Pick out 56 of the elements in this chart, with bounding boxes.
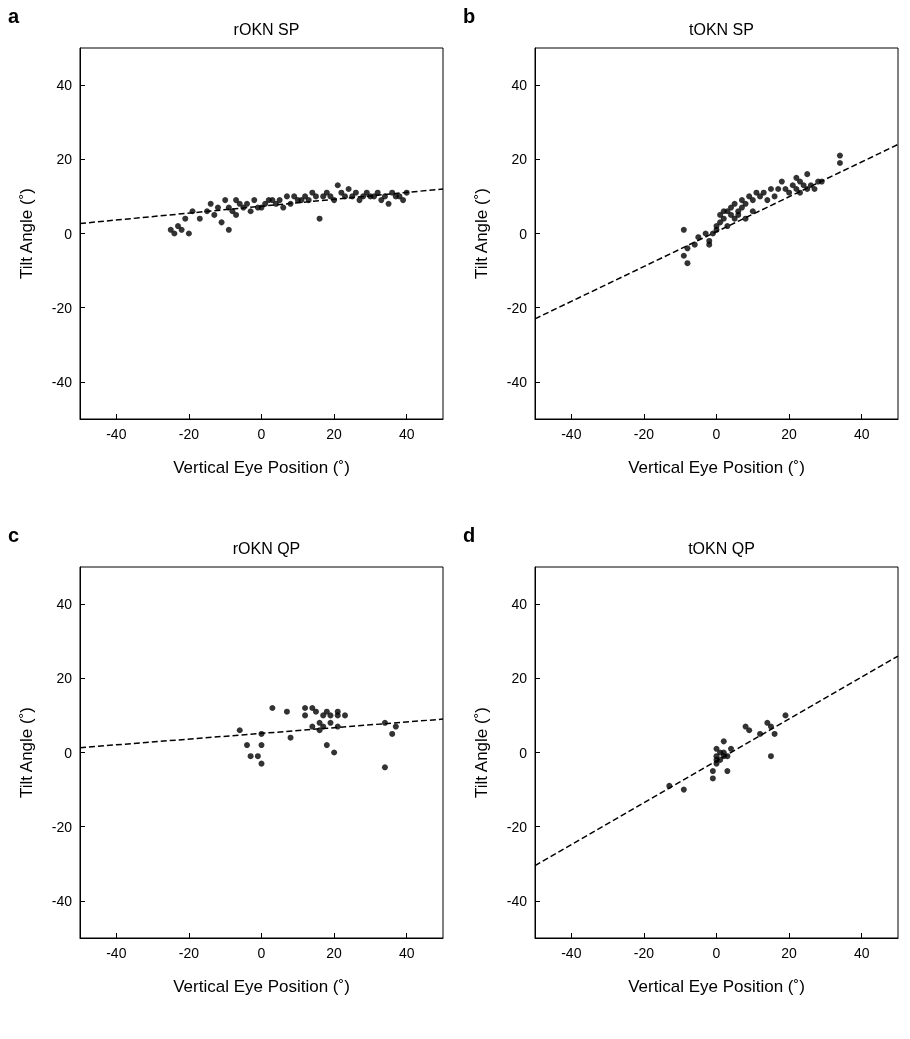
x-axis-title: Vertical Eye Position (˚) <box>173 977 350 996</box>
text: b <box>463 5 476 27</box>
y-tick-label: 40 <box>56 596 73 613</box>
chart-title: tOKN SP <box>689 20 754 38</box>
x-tick-label: -40 <box>561 426 582 442</box>
y-tick-label: -40 <box>51 892 73 909</box>
chart-title: rOKN SP <box>233 20 300 38</box>
x-tick-label: 20 <box>326 945 343 961</box>
x-axis-title: Vertical Eye Position (˚) <box>628 458 805 477</box>
y-tick-label: 40 <box>511 596 528 613</box>
x-tick-label: 0 <box>257 945 266 961</box>
x-axis-title: Vertical Eye Position (˚) <box>173 458 350 477</box>
y-tick-label: 0 <box>519 225 528 242</box>
y-tick-label: 20 <box>56 151 73 168</box>
y-tick-label: 40 <box>511 77 528 94</box>
x-tick-label: 20 <box>781 426 798 442</box>
x-tick-label: 40 <box>398 945 415 961</box>
y-tick-label: -40 <box>506 373 528 390</box>
x-tick-label: 0 <box>257 426 266 442</box>
y-tick-label: 20 <box>511 151 528 168</box>
y-tick-label: 0 <box>64 744 73 761</box>
text: a <box>8 5 20 27</box>
x-tick-label: -20 <box>633 426 655 442</box>
x-tick-label: 0 <box>712 945 721 961</box>
y-tick-label: 20 <box>56 670 73 687</box>
x-tick-label: 40 <box>853 426 870 442</box>
chart-title: tOKN QP <box>688 539 755 557</box>
x-tick-label: -40 <box>106 426 127 442</box>
y-axis-title: Tilt Angle (˚) <box>17 187 36 280</box>
y-tick-label: -20 <box>51 818 73 835</box>
y-tick-label: -20 <box>506 818 528 835</box>
x-tick-label: -40 <box>561 945 582 961</box>
y-tick-label: 0 <box>64 225 73 242</box>
x-tick-label: -20 <box>178 945 200 961</box>
chart-title: rOKN QP <box>232 539 301 557</box>
y-tick-label: -20 <box>506 299 528 316</box>
y-axis-title: Tilt Angle (˚) <box>472 187 491 280</box>
y-axis-title: Tilt Angle (˚) <box>17 706 36 799</box>
text: c <box>8 524 20 546</box>
x-tick-label: 20 <box>326 426 343 442</box>
x-tick-label: -20 <box>633 945 655 961</box>
y-tick-label: -40 <box>51 373 73 390</box>
x-tick-label: -40 <box>106 945 127 961</box>
x-tick-label: 40 <box>398 426 415 442</box>
y-tick-label: 20 <box>511 670 528 687</box>
y-tick-label: 40 <box>56 77 73 94</box>
y-tick-label: 0 <box>519 744 528 761</box>
x-tick-label: 40 <box>853 945 870 961</box>
x-axis-title: Vertical Eye Position (˚) <box>628 977 805 996</box>
y-tick-label: -20 <box>51 299 73 316</box>
y-axis-title: Tilt Angle (˚) <box>472 706 491 799</box>
x-tick-label: 0 <box>712 426 721 442</box>
x-tick-label: -20 <box>178 426 200 442</box>
y-tick-label: -40 <box>506 892 528 909</box>
text: d <box>463 524 476 546</box>
x-tick-label: 20 <box>781 945 798 961</box>
